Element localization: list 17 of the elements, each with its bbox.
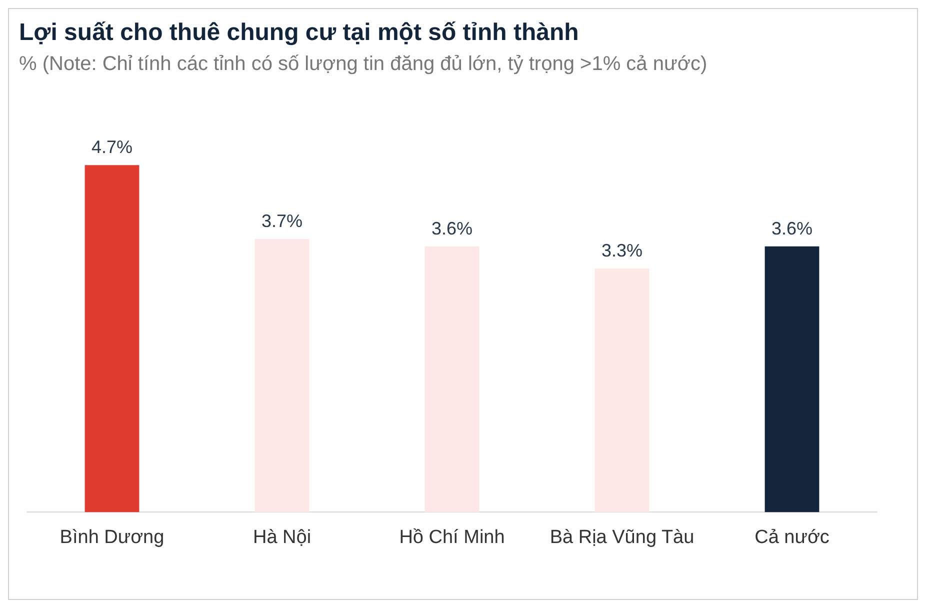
x-tick-label: Bà Rịa Vũng Tàu (550, 526, 694, 548)
bar (84, 165, 140, 512)
x-tick-label: Bình Dương (60, 526, 164, 548)
bar (424, 246, 480, 512)
chart-subtitle: % (Note: Chỉ tính các tỉnh có số lượng tin đăng đủ lớn, tỷ trọng >1% cả nước) (19, 53, 708, 76)
data-label: 3.7% (261, 210, 303, 231)
chart-title: Lợi suất cho thuê chung cư tại một số tỉnh thành (19, 19, 579, 47)
x-tick-label: Hồ Chí Minh (399, 526, 505, 548)
bar (764, 246, 820, 512)
data-label: 3.6% (431, 218, 473, 238)
x-tick-label: Cả nước (754, 526, 830, 548)
data-label: 4.7% (91, 137, 133, 158)
data-label: 3.3% (601, 240, 643, 260)
bar (254, 238, 310, 512)
data-label: 3.6% (771, 218, 813, 238)
bar (594, 268, 650, 512)
x-tick-label: Hà Nội (252, 526, 312, 548)
